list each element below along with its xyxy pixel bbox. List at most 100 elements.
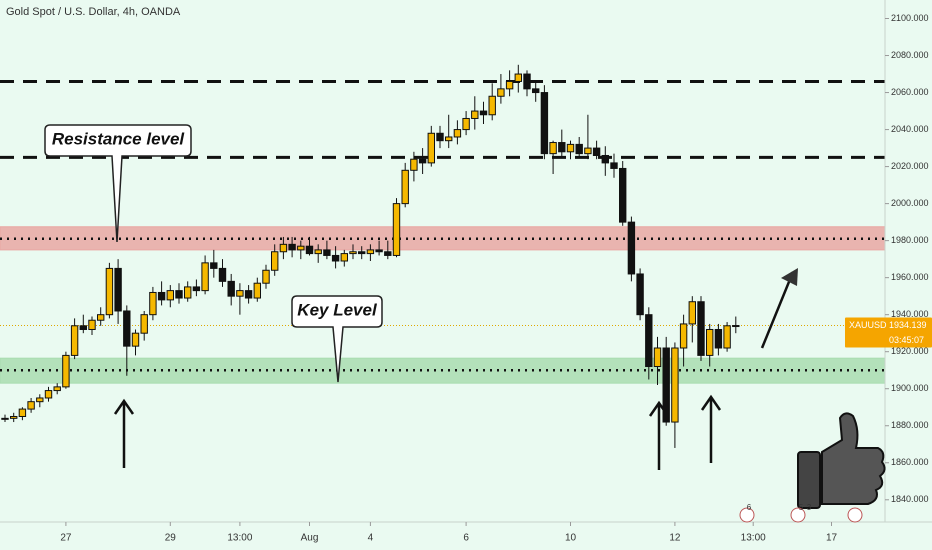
candle-body	[488, 95, 496, 116]
candle-body	[305, 245, 314, 255]
candle-body	[140, 314, 148, 334]
thumb-cuff	[797, 451, 821, 509]
candle-body	[184, 286, 192, 299]
x-tick-label: 4	[368, 533, 374, 544]
candle-body	[331, 254, 340, 262]
y-tick-label: 2040.000	[891, 124, 929, 134]
candle-body	[601, 154, 609, 164]
candle-body	[584, 147, 592, 155]
candle-body	[575, 143, 583, 155]
candle-body	[175, 290, 183, 299]
event-count: 6	[747, 503, 752, 512]
candle-body	[297, 245, 305, 251]
candle-body	[497, 88, 505, 97]
candle-body	[97, 314, 105, 321]
candle-body	[505, 80, 514, 90]
trend-arrow	[760, 271, 795, 349]
event-count: 3	[807, 503, 812, 512]
candle-body	[253, 282, 262, 299]
candle-body	[44, 390, 53, 399]
price-badge	[845, 317, 932, 348]
arrows	[113, 271, 795, 470]
candle-body	[410, 158, 418, 171]
countdown-label: 03:45:07	[889, 335, 924, 345]
event-badge	[790, 507, 806, 523]
up-arrow	[113, 398, 135, 468]
candle-body	[445, 136, 453, 142]
candle-body	[123, 310, 131, 347]
candle-body	[314, 249, 322, 255]
y-tick-label: 2060.000	[891, 87, 929, 97]
y-tick-label: 1880.000	[891, 420, 929, 430]
y-tick-label: 1960.000	[891, 272, 929, 282]
event-badge	[847, 507, 863, 523]
candle-body	[366, 249, 375, 255]
y-tick-label: 1920.000	[891, 346, 929, 356]
candle-body	[714, 328, 723, 349]
x-tick-label: 17	[826, 533, 838, 544]
candle-body	[479, 110, 488, 116]
candle-body	[436, 132, 444, 142]
candle-body	[244, 290, 253, 299]
callout-text: Resistance level	[52, 129, 186, 148]
candle-body	[10, 415, 18, 419]
candle-body	[592, 147, 601, 156]
price-label: 1934.139	[889, 320, 927, 330]
candle-body	[340, 253, 349, 262]
candle-body	[1, 417, 9, 420]
up-arrow	[648, 400, 670, 470]
y-tick-label: 1980.000	[891, 235, 929, 245]
candle-body	[218, 267, 227, 282]
candle-body	[323, 249, 331, 256]
y-tick-label: 1840.000	[891, 494, 929, 504]
candle-body	[288, 243, 296, 251]
candle-body	[688, 301, 696, 325]
candle-body	[706, 328, 714, 356]
candle-body	[540, 92, 549, 155]
symbol-label: XAUUSD	[849, 320, 887, 330]
candle-body	[131, 332, 140, 347]
candle-body	[645, 314, 653, 368]
candle-body	[662, 347, 670, 423]
up-arrow	[700, 394, 722, 463]
candle-body	[653, 347, 662, 368]
candle-body	[462, 117, 470, 131]
thumb-hand	[821, 412, 886, 505]
candle-body	[619, 167, 627, 223]
candle-body	[279, 243, 288, 253]
candle-body	[18, 408, 27, 417]
y-tick-label: 2100.000	[891, 13, 929, 23]
y-tick-label: 2020.000	[891, 161, 929, 171]
thumbs-up-icon	[797, 412, 886, 509]
candle-body	[627, 221, 636, 275]
candle-body	[401, 169, 409, 205]
y-tick-label: 2000.000	[891, 198, 929, 208]
candle-body	[149, 291, 157, 316]
candle-body	[427, 132, 436, 164]
x-tick-label: 6	[463, 533, 469, 544]
callout-text: Key Level	[297, 300, 378, 319]
arrow-head	[781, 268, 798, 286]
candle-body	[566, 143, 575, 153]
callout-box	[291, 295, 383, 383]
candle-body	[558, 142, 566, 153]
candle-body	[636, 273, 644, 316]
candle-body	[227, 280, 235, 297]
candle-body	[166, 290, 175, 301]
candle-body	[79, 325, 87, 330]
candle-body	[610, 162, 618, 169]
candle-body	[384, 251, 392, 256]
candles	[1, 64, 740, 448]
candle-body	[349, 251, 357, 255]
axes: 1840.000 1860.000 1880.000 1900.000 1920.000…	[60, 13, 932, 544]
candle-body	[201, 262, 209, 292]
candle-body	[36, 397, 44, 403]
candle-body	[105, 267, 114, 316]
candle-body	[157, 291, 166, 301]
candle-body	[523, 73, 531, 90]
candle-body	[210, 262, 218, 269]
candle-body	[723, 325, 731, 349]
